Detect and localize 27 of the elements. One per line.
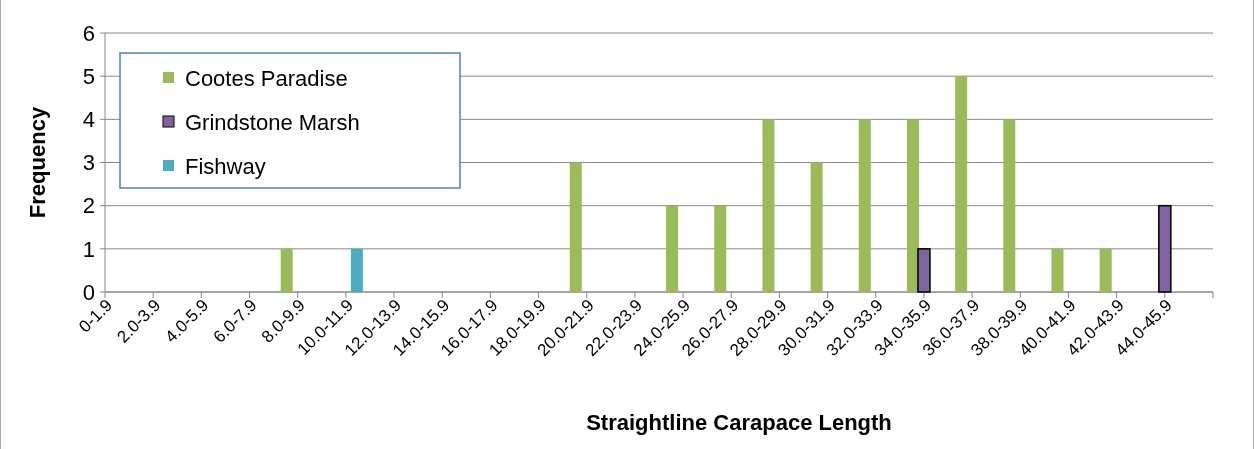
bar	[1099, 248, 1112, 292]
bar	[762, 119, 775, 292]
bar	[714, 205, 727, 292]
bar	[917, 248, 931, 293]
legend-label: Grindstone Marsh	[185, 109, 360, 135]
bar	[858, 119, 871, 292]
bar	[1003, 119, 1016, 292]
legend-label: Fishway	[185, 153, 266, 179]
bar	[1158, 204, 1172, 293]
y-tick-label: 2	[82, 193, 95, 219]
bar	[666, 205, 679, 292]
bar	[810, 162, 823, 292]
y-tick-label: 3	[82, 150, 95, 176]
bar	[350, 248, 363, 292]
x-axis-title: Straightline Carapace Length	[586, 410, 892, 435]
bar	[906, 119, 919, 292]
bar	[1051, 248, 1064, 292]
y-tick-label: 4	[82, 107, 95, 133]
y-tick-label: 1	[82, 236, 95, 262]
y-tick-label: 6	[82, 20, 95, 46]
y-tick-label: 5	[82, 63, 95, 89]
bar	[280, 248, 293, 292]
y-axis-title: Frequency	[25, 106, 50, 219]
legend-label: Cootes Paradise	[185, 65, 348, 91]
bar	[569, 162, 582, 292]
y-tick-label: 0	[82, 279, 95, 305]
bar	[955, 76, 968, 292]
